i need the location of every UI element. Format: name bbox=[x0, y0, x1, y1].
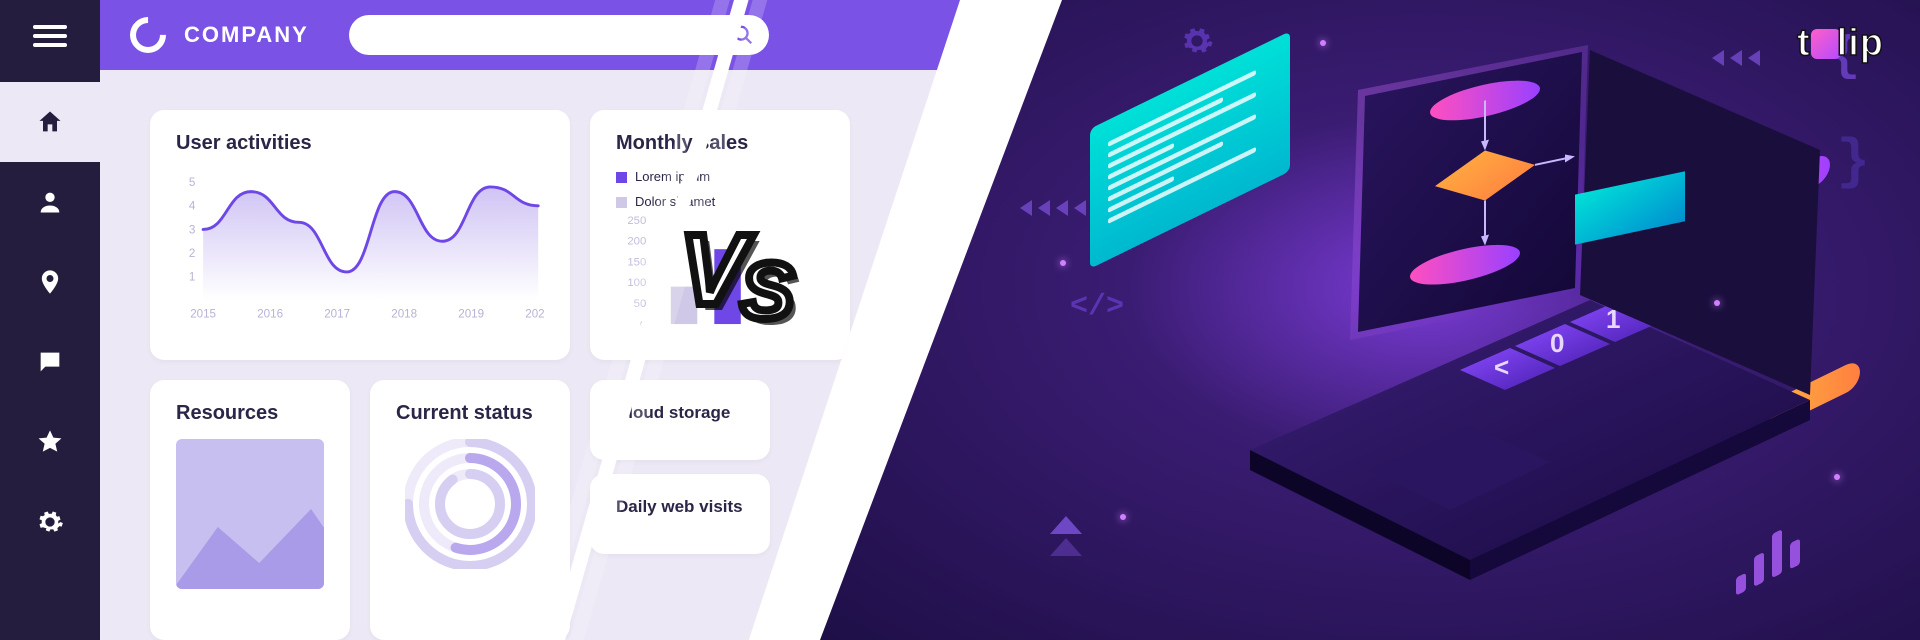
svg-text:100: 100 bbox=[627, 277, 646, 289]
user-icon bbox=[36, 188, 64, 216]
decor-arrow-up bbox=[1050, 516, 1082, 560]
card-cloud-storage[interactable]: Cloud storage bbox=[590, 380, 770, 460]
decor-self-close-tag: </> bbox=[1070, 290, 1124, 324]
search-icon bbox=[732, 24, 754, 46]
sidebar-item-chat[interactable] bbox=[0, 322, 100, 402]
company-name: COMPANY bbox=[184, 22, 309, 48]
card-daily-web-visits[interactable]: Daily web visits bbox=[590, 474, 770, 554]
dev-illustration-panel: { } </> bbox=[820, 0, 1920, 640]
svg-text:3: 3 bbox=[189, 223, 195, 236]
sidebar-item-location[interactable] bbox=[0, 242, 100, 322]
topbar: COMPANY bbox=[100, 0, 960, 70]
svg-text:200: 200 bbox=[627, 236, 646, 248]
card-title: Cloud storage bbox=[616, 402, 744, 423]
svg-text:0: 0 bbox=[1550, 328, 1564, 358]
vs-badge: VS bbox=[680, 230, 788, 323]
svg-text:2020: 2020 bbox=[525, 308, 544, 321]
svg-text:2016: 2016 bbox=[257, 308, 283, 321]
status-radial-chart bbox=[405, 439, 535, 569]
svg-text:150: 150 bbox=[627, 256, 646, 268]
company-logo-icon bbox=[123, 10, 174, 61]
sidebar bbox=[0, 0, 100, 640]
card-user-activities: User activities 1 2 3 4 5 2015 2016 2017 2018 20… bbox=[150, 110, 570, 360]
sidebar-item-settings[interactable] bbox=[0, 482, 100, 562]
sidebar-item-star[interactable] bbox=[0, 402, 100, 482]
sidebar-item-home[interactable] bbox=[0, 82, 100, 162]
decor-triangles-top bbox=[1712, 50, 1760, 66]
chat-icon bbox=[36, 348, 64, 376]
activities-line-chart: 1 2 3 4 5 2015 2016 2017 2018 2019 2020 bbox=[176, 169, 544, 329]
card-current-status: Current status bbox=[370, 380, 570, 640]
star-icon bbox=[36, 428, 64, 456]
svg-text:<: < bbox=[1494, 352, 1509, 382]
card-title: User activities bbox=[176, 132, 544, 155]
gear-icon bbox=[1180, 24, 1214, 58]
svg-text:2015: 2015 bbox=[190, 308, 216, 321]
svg-text:1: 1 bbox=[189, 271, 195, 284]
svg-text:2: 2 bbox=[189, 247, 195, 260]
legend-item: Lorem ipsum bbox=[616, 169, 824, 184]
image-placeholder-icon bbox=[176, 439, 324, 589]
decor-triangles-left bbox=[1020, 200, 1086, 216]
sidebar-item-user[interactable] bbox=[0, 162, 100, 242]
svg-text:4: 4 bbox=[189, 200, 196, 213]
legend-item: Dolor sit amet bbox=[616, 194, 824, 209]
card-title: Daily web visits bbox=[616, 496, 744, 517]
search-box[interactable] bbox=[349, 15, 769, 55]
svg-text:2018: 2018 bbox=[391, 308, 417, 321]
home-icon bbox=[36, 108, 64, 136]
svg-text:2017: 2017 bbox=[324, 308, 350, 321]
card-title: Monthly sales bbox=[616, 132, 824, 155]
card-title: Resources bbox=[176, 402, 324, 425]
search-input[interactable] bbox=[364, 27, 732, 44]
card-title: Current status bbox=[396, 402, 544, 425]
settings-icon bbox=[36, 508, 64, 536]
tulip-logo: t lip bbox=[1797, 22, 1884, 65]
card-resources: Resources bbox=[150, 380, 350, 640]
svg-text:250: 250 bbox=[627, 215, 646, 227]
svg-text:50: 50 bbox=[634, 298, 647, 310]
svg-text:2019: 2019 bbox=[458, 308, 484, 321]
isometric-laptop: < 0 1 > Enter bbox=[1170, 70, 1870, 590]
hamburger-menu-icon[interactable] bbox=[33, 20, 67, 52]
location-icon bbox=[36, 268, 64, 296]
svg-text:5: 5 bbox=[189, 176, 195, 189]
svg-text:0: 0 bbox=[640, 319, 646, 331]
